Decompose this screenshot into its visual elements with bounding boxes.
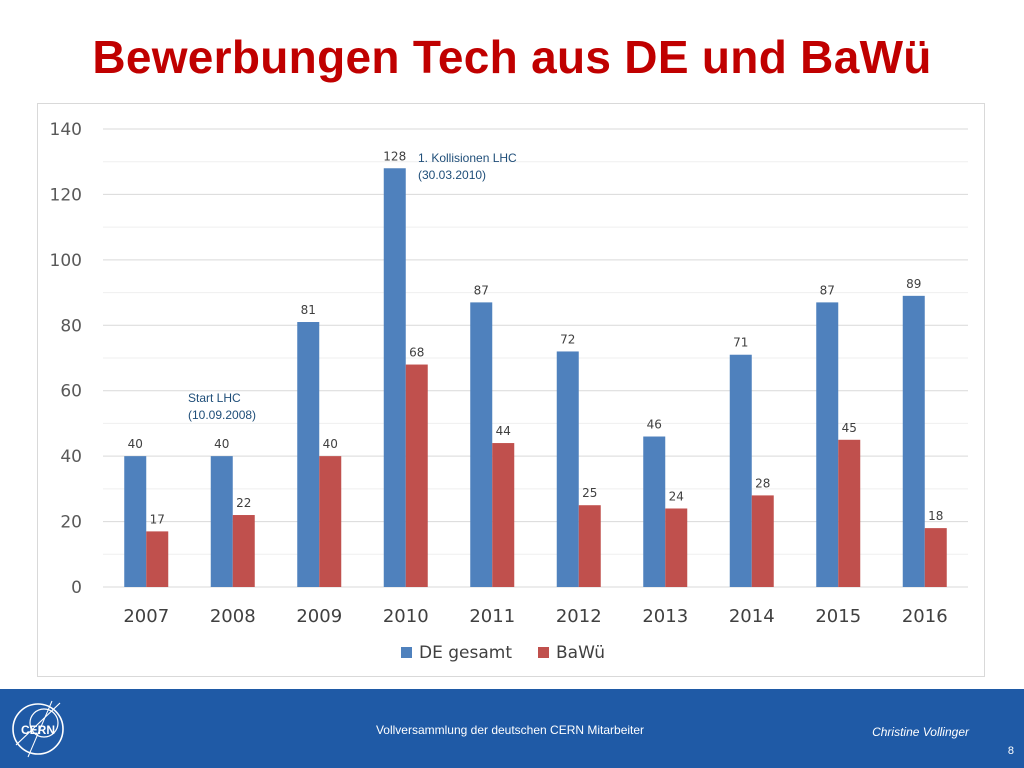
y-axis-ticks: 0 20 40 60 80 100 120 140: [50, 120, 82, 598]
bar-bawue-2013: [665, 508, 688, 587]
data-label: 28: [755, 476, 770, 490]
footer-text: Vollversammlung der deutschen CERN Mitar…: [375, 723, 645, 737]
data-label: 40: [214, 437, 229, 451]
y-tick-label: 120: [50, 185, 82, 205]
bar-de-gesamt-2008: [210, 456, 233, 587]
bar-bawue-2007: [146, 531, 169, 587]
data-label: 68: [409, 346, 424, 360]
annotation-text: (10.09.2008): [188, 408, 256, 422]
x-tick-label: 2010: [383, 606, 429, 627]
y-tick-label: 0: [71, 578, 82, 598]
data-label: 89: [906, 277, 921, 291]
bar-bawue-2012: [578, 505, 601, 587]
data-label: 128: [383, 149, 406, 163]
y-tick-label: 80: [60, 316, 82, 336]
bar-bawue-2009: [319, 456, 342, 587]
cern-logo-icon: CERN: [12, 700, 64, 758]
annotation-text: Start LHC: [188, 391, 241, 405]
data-label: 22: [236, 496, 251, 510]
bar-bawue-2011: [492, 443, 515, 587]
data-label: 81: [301, 303, 316, 317]
x-tick-label: 2016: [902, 606, 948, 627]
legend-label: DE gesamt: [419, 643, 512, 663]
y-tick-label: 100: [50, 251, 82, 271]
legend-swatch: [401, 647, 412, 658]
x-tick-label: 2013: [642, 606, 688, 627]
bar-de-gesamt-2013: [643, 436, 666, 587]
bar-bawue-2010: [405, 364, 428, 587]
chart-frame: 0 20 40 60 80 100 120 140 40 17 40 22 81 40 128 68 87 44…: [37, 103, 985, 677]
bar-de-gesamt-2010: [383, 168, 406, 587]
x-tick-label: 2007: [123, 606, 169, 627]
data-label: 87: [820, 283, 835, 297]
y-tick-label: 20: [60, 513, 82, 533]
data-label: 40: [128, 437, 143, 451]
data-label: 18: [928, 509, 943, 523]
y-tick-label: 40: [60, 447, 82, 467]
x-tick-label: 2011: [469, 606, 515, 627]
bar-bawue-2008: [232, 515, 255, 587]
legend-swatch: [538, 647, 549, 658]
x-tick-label: 2008: [210, 606, 256, 627]
data-label: 25: [582, 486, 597, 500]
cern-logo-text: CERN: [21, 723, 55, 737]
footer-bar: CERN Vollversammlung der deutschen CERN …: [0, 689, 1024, 768]
data-label: 40: [323, 437, 338, 451]
bar-de-gesamt-2011: [470, 302, 493, 587]
bar-de-gesamt-2015: [816, 302, 839, 587]
data-label: 17: [150, 512, 165, 526]
x-tick-label: 2015: [815, 606, 861, 627]
data-label: 45: [842, 421, 857, 435]
bar-de-gesamt-2014: [729, 354, 752, 587]
data-label: 46: [647, 418, 662, 432]
data-label: 44: [496, 424, 511, 438]
slide-title: Bewerbungen Tech aus DE und BaWü: [92, 31, 932, 83]
x-tick-label: 2014: [729, 606, 775, 627]
y-tick-label: 60: [60, 382, 82, 402]
bar-de-gesamt-2007: [124, 456, 147, 587]
x-tick-label: 2009: [296, 606, 342, 627]
bar-chart: 0 20 40 60 80 100 120 140 40 17 40 22 81 40 128 68 87 44…: [50, 120, 968, 663]
bar-de-gesamt-2016: [902, 295, 925, 587]
bar-de-gesamt-2012: [556, 351, 579, 587]
data-labels: 40 17 40 22 81 40 128 68 87 44 72 25 46 24 71 28 87 45 89 1…: [128, 149, 944, 526]
data-label: 24: [669, 489, 684, 503]
bar-de-gesamt-2009: [297, 322, 320, 587]
x-axis-ticks: 2007 2008 2009 2010 2011 2012 2013 2014 2015 2016: [123, 606, 947, 627]
legend: DE gesamt BaWü: [401, 643, 605, 663]
bars: [124, 168, 947, 587]
annotations: Start LHC (10.09.2008) 1. Kollisionen LHC (…: [188, 151, 517, 422]
y-tick-label: 140: [50, 120, 82, 140]
data-label: 72: [560, 332, 575, 346]
annotation-text: 1. Kollisionen LHC: [418, 151, 517, 165]
bar-bawue-2015: [838, 439, 861, 587]
data-label: 71: [733, 336, 748, 350]
bar-bawue-2014: [751, 495, 774, 587]
bar-bawue-2016: [924, 528, 947, 587]
annotation-text: (30.03.2010): [418, 168, 486, 182]
data-label: 87: [474, 283, 489, 297]
gridlines: [103, 128, 968, 588]
x-tick-label: 2012: [556, 606, 602, 627]
legend-label: BaWü: [556, 643, 605, 663]
page-number: 8: [1007, 745, 1014, 757]
footer-author: Christine Vollinger: [872, 725, 969, 739]
